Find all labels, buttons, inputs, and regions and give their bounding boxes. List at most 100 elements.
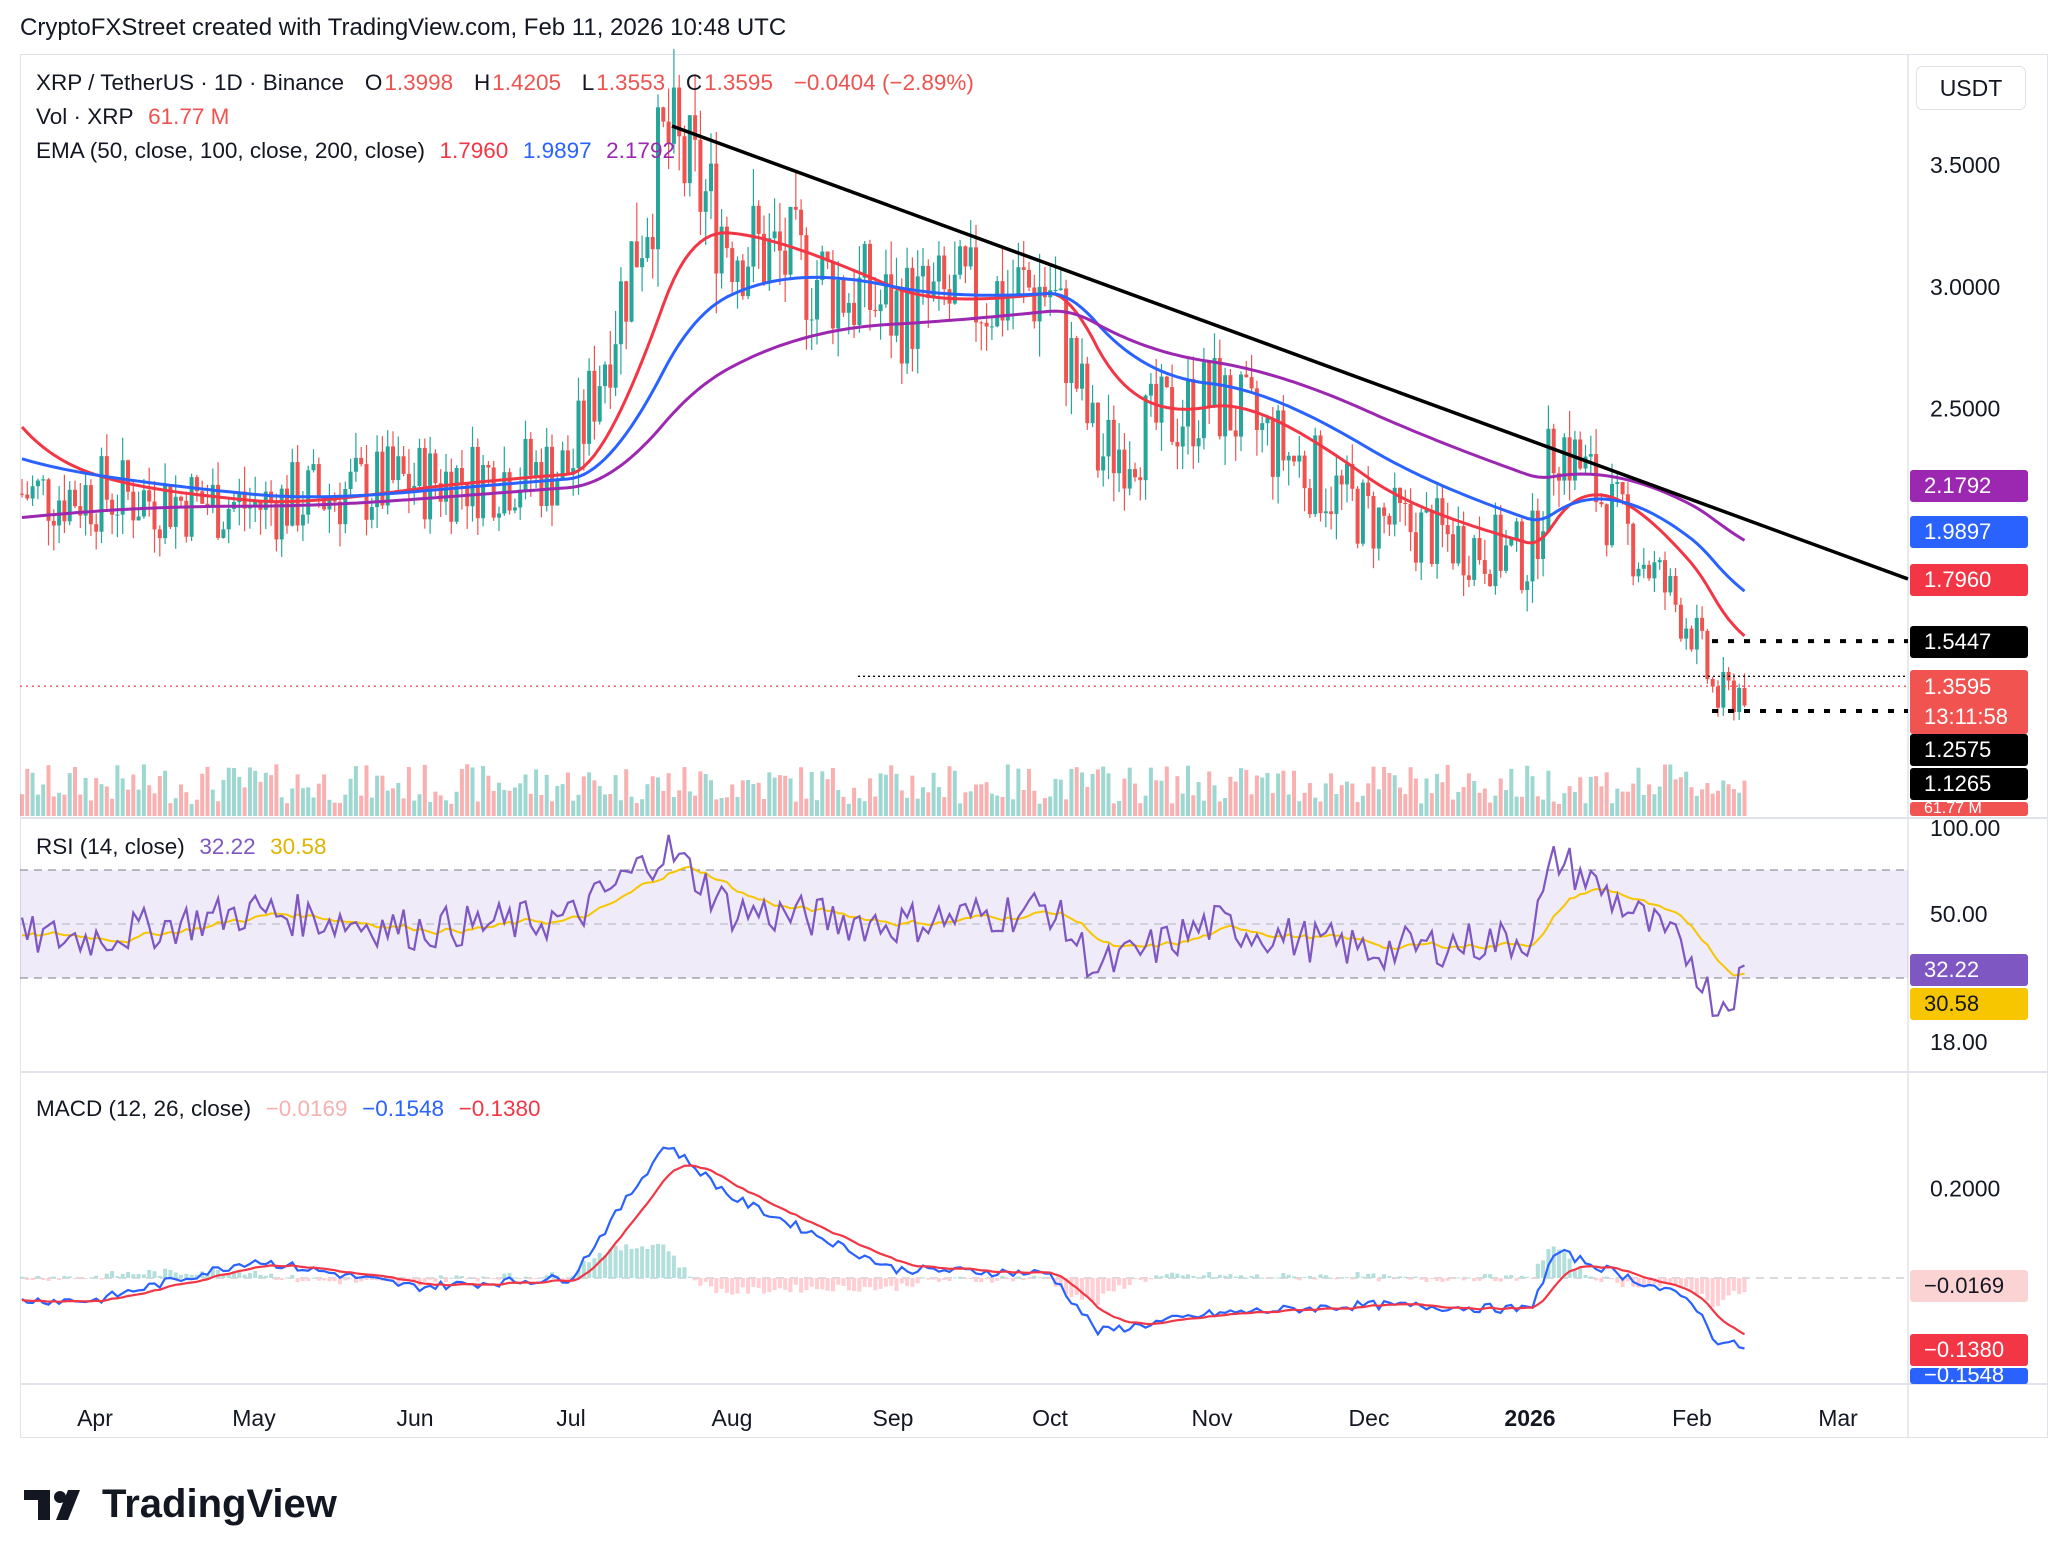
candle-body [565,450,570,475]
macd-histogram-bar [868,1278,872,1288]
macd-histogram-bar [279,1278,284,1280]
macd-histogram-bar [1355,1271,1360,1278]
macd-label[interactable]: MACD (12, 26, close) [36,1096,252,1121]
macd-histogram-bar [1095,1278,1100,1305]
volume-bar [1196,782,1201,816]
macd-histogram-bar [1562,1252,1567,1278]
volume-bar [497,782,501,816]
volume-bar [809,771,814,816]
candle-body [1281,410,1286,461]
volume-bar [1005,764,1010,816]
macd-histogram-bar [1249,1276,1254,1278]
candle-body [67,489,72,522]
volume-bar [126,789,130,816]
symbol-label[interactable]: XRP / TetherUS · 1D · Binance [36,70,345,95]
change-value: −0.0404 (−2.89%) [793,70,974,95]
volume-bar [894,773,899,816]
macd-histogram-bar [1689,1278,1694,1290]
candle-body [1403,502,1408,504]
low-level-label: 1.1265 [1910,768,2028,800]
macd-histogram-bar [1180,1275,1185,1278]
macd-histogram-bar [1254,1274,1259,1278]
macd-histogram-bar [1742,1278,1747,1293]
ema50-value: 1.7960 [439,138,509,163]
rsi-label[interactable]: RSI (14, close) [36,834,185,859]
candle-body [422,447,427,520]
volume-bar [1180,793,1185,816]
candle-body [152,501,157,530]
macd-tick: 0.2000 [1930,1175,2000,1201]
macd-histogram-bar [1710,1278,1715,1308]
volume-bar [968,791,973,816]
volume-label[interactable]: Vol · XRP [36,104,134,129]
macd-axis: 0.2000 [1930,1175,2000,1201]
volume-bar [576,794,581,816]
candle-body [1716,686,1720,708]
macd-histogram-bar [1541,1260,1546,1278]
candle-body [1424,509,1429,513]
candle-body [1032,287,1037,322]
macd-signal-line [21,1164,1746,1336]
macd-histogram-bar [1170,1272,1175,1278]
macd-histogram-bar [88,1277,93,1279]
candle-body [1668,576,1673,593]
candle-body [1244,374,1249,378]
macd-histogram-bar [1207,1271,1212,1278]
volume-bar [1080,772,1084,816]
candle-body [1466,575,1471,580]
macd-histogram-bar [290,1274,295,1278]
macd-histogram-bar [709,1278,713,1287]
descending-trendline[interactable] [671,124,1909,581]
volume-bar [375,775,380,816]
candle-body [1069,337,1074,383]
macd-histogram-bar [1705,1278,1710,1301]
bar-countdown: 13:11:58 [1924,704,2009,729]
volume-bar [115,765,120,816]
candle-body [1610,484,1614,546]
macd-histogram-bar [751,1278,756,1287]
volume-bar [327,799,332,816]
ema-label[interactable]: EMA (50, close, 100, close, 200, close) [36,138,425,163]
macd-histogram-bar [189,1274,194,1278]
macd-histogram-bar [475,1278,480,1282]
macd-histogram-bar [1154,1275,1159,1278]
volume-bar [1265,772,1270,816]
volume-bar [698,771,703,816]
candle-body [862,243,867,278]
macd-histogram-bar [25,1278,30,1281]
macd-histogram-bar [671,1255,676,1278]
candle-body [772,231,777,239]
candle-body [1159,376,1164,423]
volume-bar [73,766,77,816]
macd-histogram-bar [1101,1278,1106,1294]
candle-body [1519,521,1524,590]
tradingview-logo[interactable]: TradingView [24,1482,337,1527]
candle-body [671,87,676,144]
volume-bar [1127,767,1132,816]
macd-histogram-bar [1700,1278,1705,1294]
macd-histogram-bar [1684,1278,1689,1287]
macd-histogram-bar [687,1276,692,1278]
candle-body [1498,514,1503,571]
candle-body [94,524,99,532]
macd-histogram-bar [168,1269,173,1278]
volume-bar [1011,799,1016,816]
horizontal-levels [20,639,1908,714]
currency-button[interactable]: USDT [1916,66,2026,110]
candle-body [1127,469,1132,489]
volume-bar [338,802,342,816]
volume-bar [332,802,337,816]
macd-histogram-bar [353,1278,358,1283]
candle-body [194,477,199,492]
volume-bar [915,798,920,816]
macd-histogram-bar [1127,1278,1132,1285]
macd-histogram-bar [1292,1276,1296,1278]
volume-bar [793,801,798,816]
candle-body [1095,402,1100,471]
candle-body [1318,435,1323,514]
candle-body [793,206,798,210]
volume-bar [1530,776,1535,816]
candle-body [1148,383,1153,396]
ema-legend: EMA (50, close, 100, close, 200, close) … [36,138,677,164]
